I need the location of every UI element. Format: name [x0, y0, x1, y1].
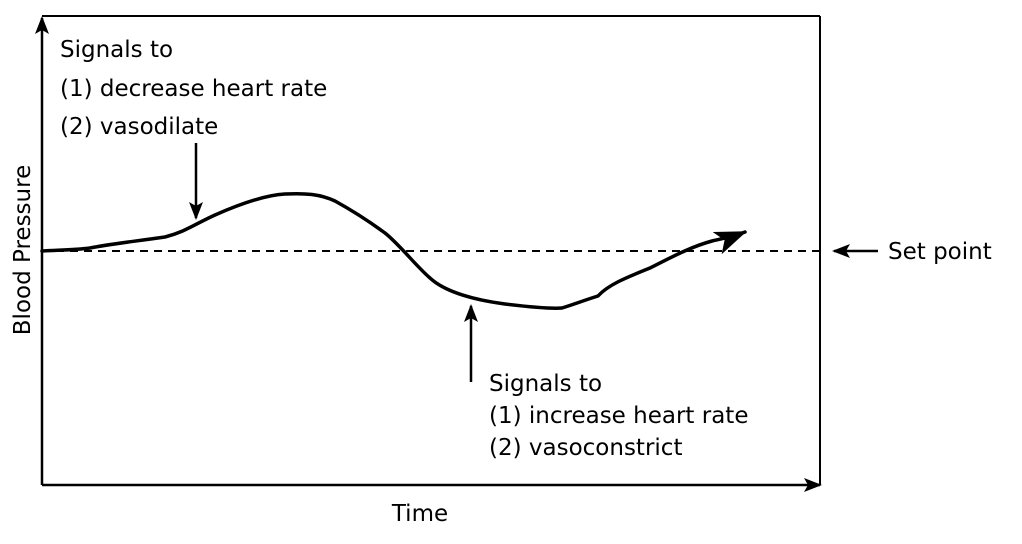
- top-annotation-line-3: (2) vasodilate: [60, 114, 218, 140]
- bottom-annotation-line-2: (1) increase heart rate: [489, 403, 748, 429]
- set-point-label: Set point: [888, 239, 992, 265]
- top-annotation-line-2: (1) decrease heart rate: [60, 76, 327, 102]
- y-axis-label: Blood Pressure: [10, 165, 36, 335]
- bottom-annotation-line-3: (2) vasoconstrict: [489, 435, 682, 461]
- blood-pressure-curve: [40, 191, 747, 310]
- top-annotation-line-1: Signals to: [60, 37, 173, 63]
- x-axis-label: Time: [391, 501, 448, 527]
- bottom-annotation-line-1: Signals to: [489, 371, 602, 397]
